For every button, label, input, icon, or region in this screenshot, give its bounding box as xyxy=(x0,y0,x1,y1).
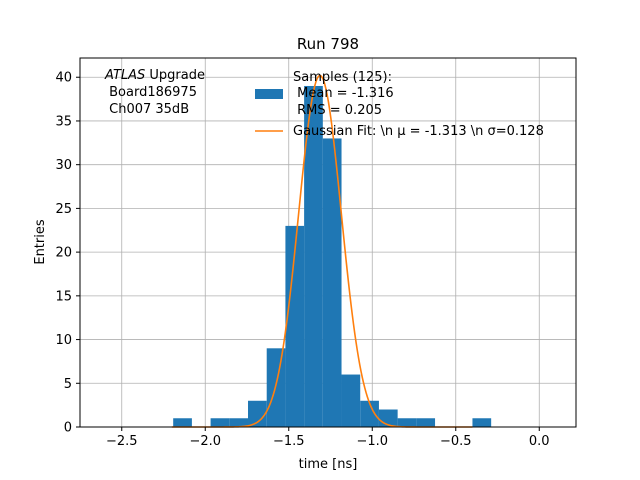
histogram-bar xyxy=(341,374,361,427)
x-tick-label: −1.5 xyxy=(273,434,305,449)
legend-hist-line-3: RMS = 0.205 xyxy=(293,103,382,118)
histogram-bar xyxy=(322,138,342,427)
histogram-bar xyxy=(304,85,323,427)
legend-hist-swatch xyxy=(255,89,283,99)
x-axis-label: time [ns] xyxy=(299,457,358,472)
y-tick-label: 5 xyxy=(64,377,72,392)
plot-frame xyxy=(79,57,577,428)
annotation-line-channel: Ch007 35dB xyxy=(105,102,189,117)
y-tick-label: 10 xyxy=(55,333,72,348)
y-axis-label: Entries xyxy=(33,219,48,265)
legend-hist-line-2: Mean = -1.316 xyxy=(293,86,394,101)
histogram-bar xyxy=(248,400,267,427)
x-tick-label: −2.5 xyxy=(106,434,138,449)
x-tick-label: −1.0 xyxy=(356,434,388,449)
histogram-bar xyxy=(285,225,305,427)
histogram-bar xyxy=(360,400,379,427)
x-tick-label: 0.0 xyxy=(529,434,550,449)
histogram-bars xyxy=(173,85,492,427)
legend-fit-label: Gaussian Fit: \n μ = -1.313 \n σ=0.128 xyxy=(293,124,544,139)
histogram-bar xyxy=(266,348,286,427)
x-tick-label: −2.0 xyxy=(189,434,221,449)
histogram-bar xyxy=(472,418,492,427)
x-tick-label: −0.5 xyxy=(440,434,472,449)
legend-hist-line-1: Samples (125): xyxy=(293,70,392,85)
histogram-bar xyxy=(229,418,249,427)
y-tick-label: 40 xyxy=(55,71,72,86)
chart-title: Run 798 xyxy=(297,35,359,53)
histogram-bar xyxy=(397,418,417,427)
annotation-line-atlas: ATLAS Upgrade xyxy=(104,68,205,83)
y-axis-ticks: 0 5 10 15 20 25 30 35 40 xyxy=(55,71,80,436)
y-tick-label: 0 xyxy=(64,421,72,436)
annotation-line-board: Board186975 xyxy=(105,85,197,100)
histogram-bar xyxy=(173,418,192,427)
annotation-box: ATLAS Upgrade Board186975 Ch007 35dB xyxy=(104,68,205,117)
histogram-bar xyxy=(416,418,436,427)
histogram-bar xyxy=(210,418,230,427)
x-axis-ticks: −2.5 −2.0 −1.5 −1.0 −0.5 0.0 xyxy=(106,427,550,449)
y-tick-label: 35 xyxy=(55,114,72,129)
legend: Samples (125): Mean = -1.316 RMS = 0.205… xyxy=(255,70,544,139)
y-tick-label: 30 xyxy=(55,158,72,173)
y-tick-label: 20 xyxy=(55,246,72,261)
y-tick-label: 25 xyxy=(55,202,72,217)
y-tick-label: 15 xyxy=(55,289,72,304)
